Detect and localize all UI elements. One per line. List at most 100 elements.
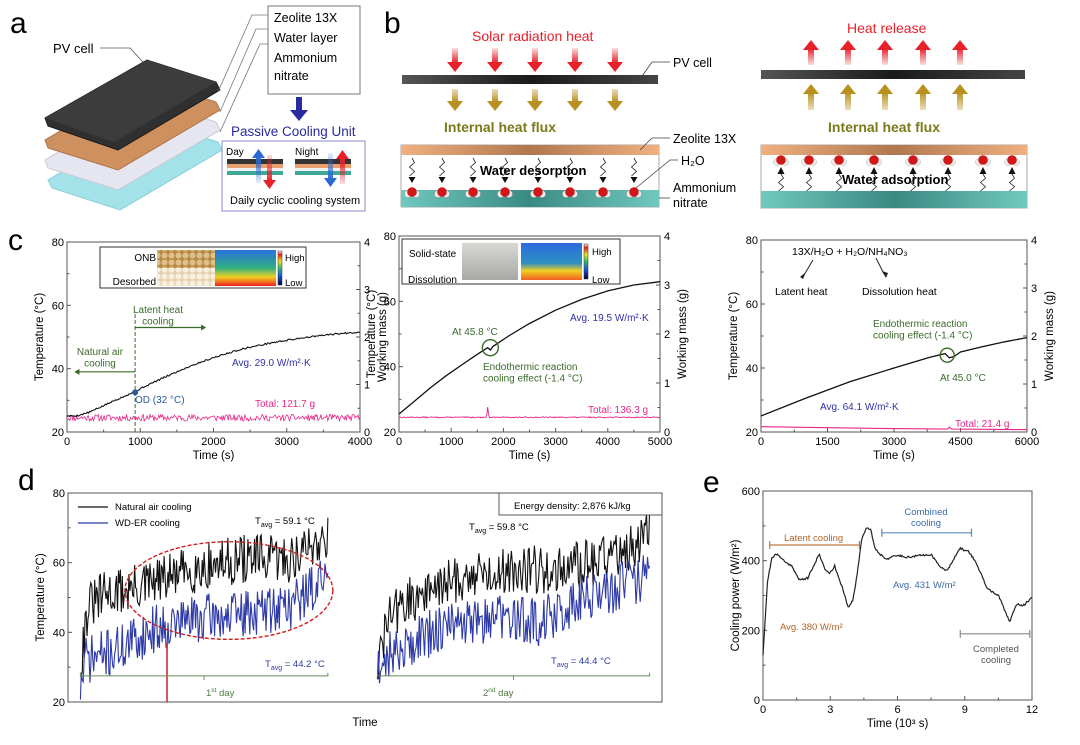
arrow-shaft	[845, 92, 851, 110]
vibration-squiggle	[501, 157, 509, 177]
arrow-shaft	[920, 48, 926, 65]
vibration-squiggle	[835, 173, 843, 192]
water-molecule-icon	[497, 187, 513, 198]
y-axis-label: Temperature (°C)	[34, 293, 46, 381]
y2-tick-label: 2	[1031, 331, 1037, 343]
arrow-head	[952, 40, 968, 50]
solar-heat-arrows	[447, 48, 623, 72]
y2-tick-label: 1	[364, 380, 370, 392]
arrow-head	[803, 84, 819, 94]
water-molecule-icon	[530, 187, 546, 198]
heat-down-arrow-icon	[527, 48, 543, 72]
y-tick-label: 400	[742, 556, 760, 568]
oxygen	[869, 155, 879, 165]
y-tick-label: 80	[746, 235, 758, 247]
vibration-squiggle	[805, 173, 813, 192]
y2-axis-label: Working mass (g)	[677, 289, 689, 379]
oxygen	[978, 155, 988, 165]
at-45.8-label: At 45.8 °C	[452, 327, 498, 338]
vibration-squiggle	[534, 157, 542, 177]
avg-label-c3: Avg. 64.1 W/m²·K	[820, 402, 899, 413]
internal-flux-arrows-left	[447, 89, 623, 111]
x-tick-label: 1000	[439, 436, 463, 448]
series-working-mass	[760, 426, 1028, 431]
avg-380-label: Avg. 380 W/m²	[780, 622, 843, 633]
vibration-squiggle	[438, 157, 446, 177]
y-tick-label: 600	[742, 486, 760, 498]
y-axis-label: Temperature (°C)	[728, 292, 740, 380]
y-axis-label: Temperature (°C)	[366, 290, 378, 378]
latent-heat-cooling-label: Latent heat cooling	[133, 305, 183, 328]
solar-radiation-label: Solar radiation heat	[472, 28, 594, 44]
inset-onb: ONB Desorbed High Low	[99, 246, 307, 289]
water-molecule-icon	[595, 187, 611, 198]
layer-water: Water layer	[274, 31, 337, 45]
y2-tick-label: 0	[364, 427, 370, 439]
latent-heat-label: Latent heat	[775, 286, 828, 298]
zeolite-leader-b	[639, 137, 670, 151]
panel-label-a: a	[10, 7, 27, 40]
arrowhead-icon	[835, 167, 843, 174]
arrow-shaft	[612, 48, 618, 63]
heat-down-arrow-icon	[567, 48, 583, 72]
oxygen	[468, 187, 478, 197]
pv-cell-top	[45, 60, 216, 142]
x-tick-label: 2000	[491, 436, 515, 448]
y-tick-label: 60	[746, 299, 758, 311]
oxygen	[500, 187, 510, 197]
total-label-c2: Total: 136.3 g	[588, 405, 648, 416]
od-label: OD (32 °C)	[135, 395, 185, 406]
series-temperature	[398, 281, 661, 415]
arrow-shaft	[532, 89, 538, 102]
y2-tick-label: 1	[664, 378, 670, 390]
inset-color-scale-2	[583, 243, 589, 280]
layer-ammonium: Ammonium	[274, 51, 337, 65]
y2-tick-label: 0	[664, 427, 670, 439]
series-wder-day2	[376, 555, 651, 684]
pv-cell-label-b: PV cell	[673, 56, 712, 70]
vibration-squiggle	[979, 173, 987, 192]
vibration-squiggle	[566, 157, 574, 177]
arrowhead-icon	[777, 167, 785, 174]
arrow-head	[877, 40, 893, 50]
water-molecule-icon	[866, 155, 882, 166]
avg-label-c2: Avg. 19.5 W/m²·K	[570, 313, 649, 324]
arrow-shaft	[612, 89, 618, 102]
water-molecule-icon	[940, 155, 956, 166]
total-label-c1: Total: 121.7 g	[255, 399, 315, 410]
flux-down-arrow-icon	[527, 89, 543, 111]
oxygen	[437, 187, 447, 197]
water-molecule-icon	[905, 155, 921, 166]
inset-dissolution: Solid-state Dissolution High Low	[401, 238, 621, 286]
y2-tick-label: 3	[364, 285, 370, 297]
completed-range-bar	[959, 629, 1031, 638]
day2-label: 2nd day	[483, 687, 514, 699]
arrow-head	[877, 84, 893, 94]
chart-c3: 0 1500 3000 4500 6000 20 40 60 80 0 1 2 3 4 Working ma…	[728, 235, 1056, 462]
arrow-head	[527, 62, 543, 72]
y-axis-label: Cooling power (W/m²)	[730, 539, 742, 651]
inset-color-scale	[277, 250, 283, 286]
arrow-shaft	[882, 92, 888, 110]
h2o-leader	[635, 159, 678, 189]
y-tick-label: 80	[53, 488, 65, 500]
series-temperature	[66, 331, 361, 418]
internal-flux-arrows-right	[803, 84, 968, 110]
y2-axis-label: Working mass (g)	[377, 292, 389, 382]
chart-e: 0 3 6 9 12 0 200 400 600 Time (10³ s) Cooling powe…	[730, 486, 1038, 730]
chart-c2: 0 1000 2000 3000 4000 50002040608001234Workin…	[366, 231, 689, 462]
night-down-arrow-icon	[324, 153, 337, 187]
x-tick-label: 0	[396, 436, 402, 448]
dissolution-arrow-head	[882, 271, 888, 278]
arrowhead-icon	[566, 177, 574, 183]
arrow-head	[567, 62, 583, 72]
arrow-shaft	[532, 48, 538, 63]
water-molecules-right	[773, 155, 1020, 192]
x-tick-label: 12	[1026, 704, 1038, 716]
flux-down-arrow-icon	[607, 89, 623, 111]
water-adsorption-label: Water adsorption	[842, 172, 948, 187]
arrow-shaft	[452, 48, 458, 63]
x-axis-label: Time	[352, 717, 377, 729]
x-tick-label: 1500	[815, 436, 839, 448]
